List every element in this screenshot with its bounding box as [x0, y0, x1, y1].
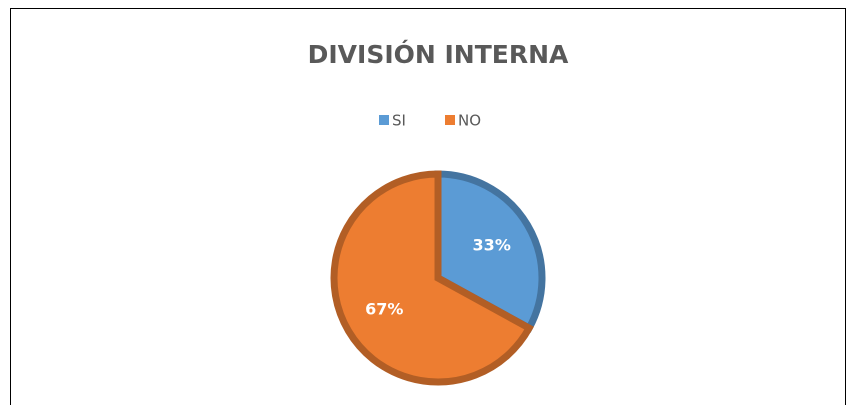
legend-label: NO — [458, 112, 481, 130]
data-label: 67% — [365, 299, 403, 318]
legend-marker — [379, 115, 389, 125]
data-label: 33% — [473, 236, 511, 255]
legend-marker — [445, 115, 455, 125]
pie-slice — [330, 170, 534, 386]
legend-label: SI — [392, 112, 406, 130]
chart-title: DIVISIÓN INTERNA — [308, 39, 569, 69]
